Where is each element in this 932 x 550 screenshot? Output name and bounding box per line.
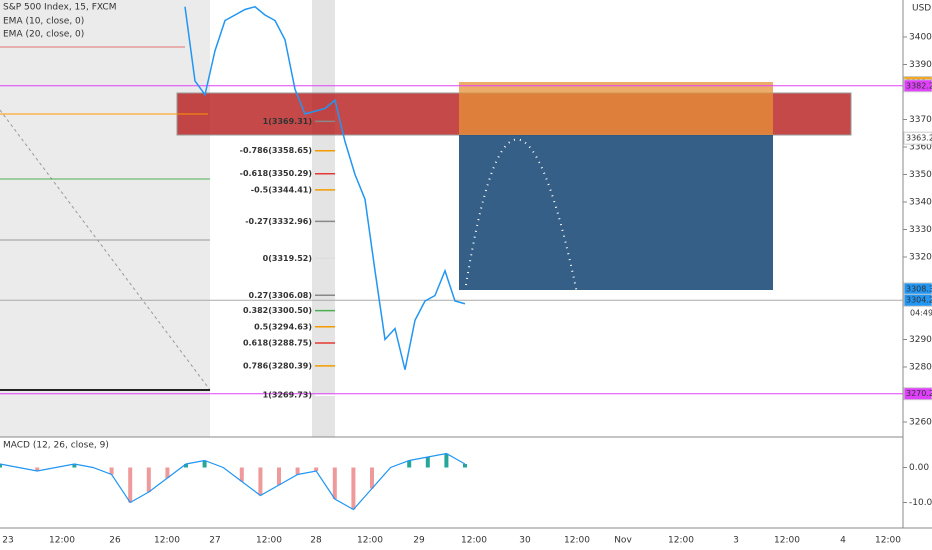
price-tag (903, 79, 932, 93)
macd-bar (35, 467, 40, 471)
macd-bar (463, 464, 467, 468)
time-tick-label: 12:00 (774, 536, 800, 546)
macd-bar (72, 464, 77, 468)
time-tick-label: 12:00 (357, 536, 383, 546)
price-tag-label: 3308.39 (906, 284, 932, 293)
time-tick-label: 12:00 (154, 536, 180, 546)
price-tag (903, 387, 932, 401)
target-zone (459, 82, 773, 135)
countdown: 04:49 (910, 309, 932, 318)
macd-bar (444, 453, 449, 468)
price-tick-label: 3330.00 (909, 225, 932, 235)
price-tag-label: 3304.28 (906, 296, 932, 305)
time-tick-label: 30 (519, 536, 531, 546)
time-tick-label: Nov (614, 536, 632, 546)
time-tick-label: 12:00 (49, 536, 75, 546)
macd-bar (146, 467, 151, 492)
macd-bar (277, 467, 281, 485)
price-tick-label: 3280.00 (909, 363, 932, 373)
price-tag (903, 131, 932, 145)
macd-line (0, 452, 466, 511)
price-tick-label: 3320.00 (909, 253, 932, 263)
macd-bar (128, 467, 133, 503)
price-tag (903, 293, 932, 307)
indicator-label: MACD (12, 26, close, 9) (3, 441, 109, 451)
time-tick-label: 12:00 (668, 536, 694, 546)
price-tick-label: 3350.00 (909, 170, 932, 180)
session-shade (0, 0, 210, 437)
macd-bar (425, 457, 430, 468)
price-tick-label: 3390.00 (909, 60, 932, 70)
time-tick-label: 4 (840, 536, 846, 546)
fib-label: 0.786(3280.39) (243, 361, 312, 370)
time-tick-label: 28 (310, 536, 322, 546)
macd-tick-label: 0.00 (909, 463, 929, 473)
time-tick-label: 3 (733, 536, 739, 546)
time-tick-label: 29 (413, 536, 425, 546)
symbol-title: S&P 500 Index, 15, FXCM (3, 3, 116, 13)
price-tick-label: 3340.00 (909, 198, 932, 208)
macd-bar (239, 467, 244, 482)
time-tick-label: 23 (2, 536, 13, 546)
price-tag-label: 3270.28 (906, 389, 932, 398)
macd-bar (295, 467, 300, 475)
fib-label: 1(3369.31) (263, 117, 312, 126)
time-tick-label: 26 (109, 536, 121, 546)
currency-label: USD (912, 4, 931, 14)
price-tag-label: 3363.21 (906, 134, 932, 143)
price-tick-label: 3370.00 (909, 115, 932, 125)
session-shade (312, 0, 335, 437)
time-tick-label: 12:00 (461, 536, 487, 546)
time-tick-label: 12:00 (564, 536, 590, 546)
macd-bar (370, 467, 374, 489)
fib-label: 0.382(3300.50) (243, 306, 312, 315)
price-tag-label: 3382.26 (906, 81, 932, 90)
trend-line (0, 109, 211, 391)
macd-bar (351, 467, 356, 510)
fib-label: 0(3319.52) (263, 254, 312, 263)
price-line (184, 5, 466, 370)
macd-bar (0, 464, 2, 468)
price-tick-label: 3260.00 (909, 418, 932, 428)
fib-label: 1(3269.73) (263, 391, 312, 400)
macd-bar (165, 467, 170, 478)
macd-bar (184, 464, 188, 468)
macd-bar (258, 467, 263, 496)
fib-label: -0.618(3350.29) (240, 169, 312, 178)
macd-bar (332, 467, 337, 499)
time-tick-label: 27 (209, 536, 220, 546)
price-tick-label: 3360.00 (909, 143, 932, 153)
fib-label: -0.5(3344.41) (251, 185, 312, 194)
time-tick-label: 12:00 (256, 536, 282, 546)
fib-label: -0.786(3358.65) (240, 146, 312, 155)
price-tick-label: 3290.00 (909, 335, 932, 345)
fib-label: 0.5(3294.63) (254, 322, 312, 331)
fib-label: 0.618(3288.75) (243, 338, 312, 347)
fib-label: 0.27(3306.08) (249, 291, 313, 300)
macd-bar (109, 467, 114, 475)
risk-zone (459, 135, 773, 290)
macd-bar (407, 460, 412, 468)
macd-bar (202, 460, 207, 468)
indicator-label: EMA (20, close, 0) (3, 30, 84, 40)
time-tick-label: 12:00 (875, 536, 901, 546)
macd-bar (314, 467, 319, 471)
price-tick-label: 3400.00 (909, 33, 932, 43)
indicator-label: EMA (10, close, 0) (3, 17, 84, 27)
macd-tick-label: -10.00 (909, 498, 932, 508)
fib-label: -0.27(3332.96) (245, 217, 312, 226)
